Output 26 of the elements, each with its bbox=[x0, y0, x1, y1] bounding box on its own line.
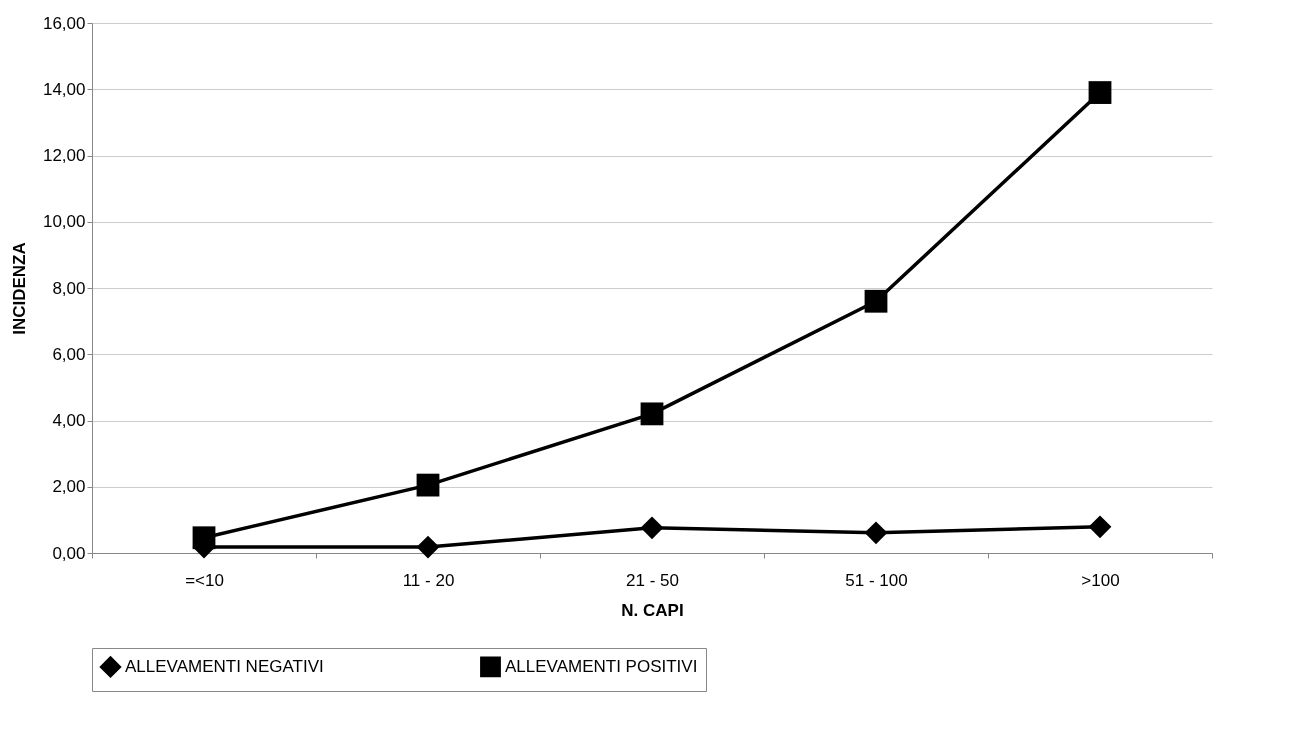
x-tick-label: >100 bbox=[1081, 570, 1120, 590]
y-axis-title: INCIDENZA bbox=[9, 242, 29, 335]
x-axis-title: N. CAPI bbox=[621, 600, 684, 620]
legend-label: ALLEVAMENTI NEGATIVI bbox=[125, 656, 324, 676]
point bbox=[1088, 81, 1112, 104]
x-tick-label: 21 - 50 bbox=[626, 570, 679, 590]
point bbox=[640, 516, 664, 540]
x-tick-label: 11 - 20 bbox=[402, 570, 455, 590]
point bbox=[640, 402, 664, 426]
legend-label: ALLEVAMENTI POSITIVI bbox=[505, 656, 698, 676]
point bbox=[864, 521, 888, 545]
x-tick-label: 51 - 100 bbox=[845, 570, 908, 590]
y-tick-label: 10,00 bbox=[42, 212, 86, 232]
y-tick-label: 8,00 bbox=[52, 278, 86, 298]
point bbox=[416, 473, 440, 497]
y-tick-label: 0,00 bbox=[52, 543, 86, 563]
x-tick-label: =<10 bbox=[185, 570, 224, 590]
y-tick-label: 16,00 bbox=[42, 13, 86, 33]
point bbox=[1088, 515, 1112, 539]
y-tick-label: 12,00 bbox=[42, 146, 86, 165]
point bbox=[416, 535, 440, 559]
y-tick-label: 4,00 bbox=[52, 411, 86, 430]
y-tick-label: 2,00 bbox=[52, 477, 86, 497]
point bbox=[864, 289, 888, 313]
y-tick-label: 6,00 bbox=[52, 344, 86, 364]
y-tick-label: 14,00 bbox=[42, 79, 86, 99]
